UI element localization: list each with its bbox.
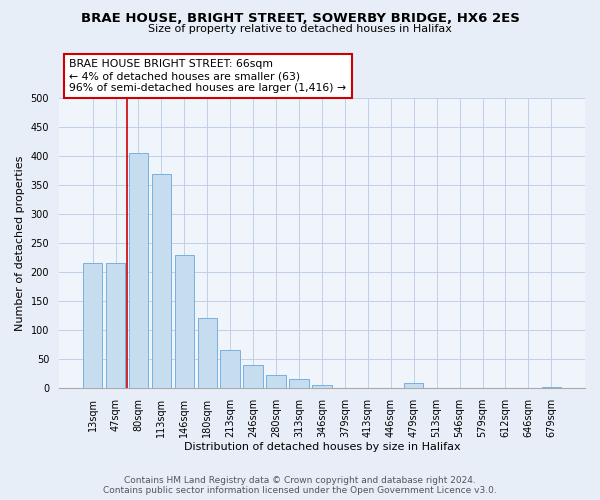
Text: Contains HM Land Registry data © Crown copyright and database right 2024.
Contai: Contains HM Land Registry data © Crown c… bbox=[103, 476, 497, 495]
Bar bbox=[83, 264, 103, 388]
Bar bbox=[106, 264, 125, 388]
Bar bbox=[220, 350, 240, 388]
Text: Size of property relative to detached houses in Halifax: Size of property relative to detached ho… bbox=[148, 24, 452, 34]
Bar bbox=[404, 383, 424, 388]
Bar bbox=[152, 174, 171, 388]
Bar bbox=[128, 154, 148, 388]
Y-axis label: Number of detached properties: Number of detached properties bbox=[15, 156, 25, 331]
Bar bbox=[244, 364, 263, 388]
Bar bbox=[542, 386, 561, 388]
Text: BRAE HOUSE, BRIGHT STREET, SOWERBY BRIDGE, HX6 2ES: BRAE HOUSE, BRIGHT STREET, SOWERBY BRIDG… bbox=[80, 12, 520, 26]
Text: BRAE HOUSE BRIGHT STREET: 66sqm
← 4% of detached houses are smaller (63)
96% of : BRAE HOUSE BRIGHT STREET: 66sqm ← 4% of … bbox=[70, 60, 347, 92]
Bar bbox=[175, 254, 194, 388]
Bar bbox=[197, 318, 217, 388]
Bar bbox=[266, 375, 286, 388]
Bar bbox=[312, 385, 332, 388]
X-axis label: Distribution of detached houses by size in Halifax: Distribution of detached houses by size … bbox=[184, 442, 460, 452]
Bar bbox=[289, 379, 309, 388]
